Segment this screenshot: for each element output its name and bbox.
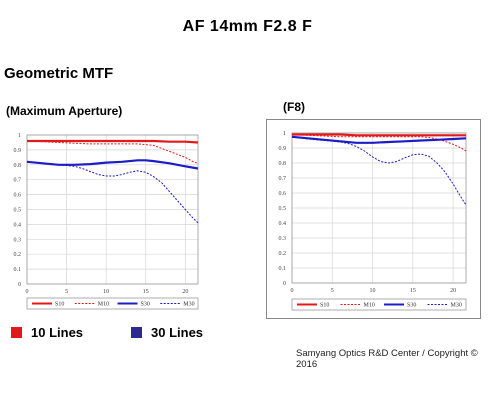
- y-tick-label: 0: [283, 281, 286, 287]
- copyright-footer: Samyang Optics R&D Center / Copyright © …: [296, 348, 478, 370]
- series-line-m30: [26, 161, 199, 224]
- y-tick-label: 0.8: [279, 161, 287, 167]
- x-tick-label: 15: [410, 288, 416, 294]
- y-tick-label: 0.3: [279, 236, 287, 242]
- y-tick-label: 0.6: [279, 191, 287, 197]
- mtf-chart-max-aperture: 00.10.20.30.40.50.60.70.80.910 5 10 15 20S10…: [14, 133, 199, 310]
- y-tick-label: 0.1: [279, 266, 287, 272]
- legend-30-lines-label: 30 Lines: [151, 325, 204, 340]
- y-tick-label: 0.1: [14, 267, 22, 273]
- y-tick-label: 0.5: [14, 208, 22, 214]
- section-title: Geometric MTF: [4, 65, 114, 82]
- series-legend-box: [26, 297, 199, 310]
- y-tick-label: 0.7: [14, 178, 22, 184]
- x-tick-label: 10: [103, 289, 109, 295]
- chart-title-max-aperture: (Maximum Aperture): [6, 104, 123, 118]
- y-tick-label: 0.2: [279, 251, 287, 257]
- x-tick-label: 20: [182, 289, 188, 295]
- x-tick-label: 5: [65, 289, 68, 295]
- y-tick-label: 0.6: [14, 193, 22, 199]
- chart-outer-frame: [266, 119, 481, 319]
- series-line-m30: [291, 136, 467, 206]
- plot-frame: [26, 134, 199, 285]
- x-tick-label: 5: [331, 288, 334, 294]
- x-tick-label: 15: [143, 289, 149, 295]
- legend-label-m10: M10: [98, 302, 109, 308]
- series-line-s10: [292, 133, 466, 137]
- series-line-m10: [291, 134, 467, 152]
- legend-30-lines: 30 Lines: [131, 325, 203, 340]
- legend-label-s30: S30: [141, 302, 150, 308]
- legend-10-lines: 10 Lines: [11, 325, 83, 340]
- x-tick-label: 0: [26, 289, 29, 295]
- plot-frame: [291, 132, 467, 284]
- chart-title-f8: (F8): [283, 100, 305, 114]
- y-tick-label: 0: [18, 282, 21, 288]
- y-tick-label: 0.7: [279, 176, 287, 182]
- series-line-s10: [27, 139, 199, 144]
- legend-label-m30: M30: [183, 302, 194, 308]
- legend-10-lines-swatch: [11, 327, 22, 338]
- y-tick-label: 0.2: [14, 252, 22, 258]
- y-tick-label: 0.8: [14, 163, 22, 169]
- series-line-m10: [26, 140, 199, 164]
- legend-label-s10: S10: [55, 302, 64, 308]
- series-line-s30: [291, 135, 467, 144]
- y-tick-label: 0.4: [14, 222, 22, 228]
- y-tick-label: 1: [283, 131, 286, 137]
- legend-label-m30: M30: [451, 303, 462, 309]
- x-tick-label: 0: [291, 288, 294, 294]
- series-legend-box: [291, 298, 467, 311]
- legend-label-s30: S30: [407, 303, 416, 309]
- mtf-chart-f8: 00.10.20.30.40.50.60.70.80.910 5 10 15 20S10…: [266, 119, 481, 319]
- x-tick-label: 10: [370, 288, 376, 294]
- y-tick-label: 0.9: [14, 148, 22, 154]
- y-tick-label: 0.9: [279, 146, 287, 152]
- y-tick-label: 0.5: [279, 206, 287, 212]
- x-tick-label: 20: [450, 288, 456, 294]
- y-tick-label: 1: [18, 133, 21, 139]
- legend-30-lines-swatch: [131, 327, 142, 338]
- legend-label-s10: S10: [320, 303, 329, 309]
- legend-label-m10: M10: [364, 303, 375, 309]
- y-tick-label: 0.3: [14, 237, 22, 243]
- page-title: AF 14mm F2.8 F: [182, 18, 313, 35]
- y-tick-label: 0.4: [279, 221, 287, 227]
- legend-10-lines-label: 10 Lines: [31, 325, 84, 340]
